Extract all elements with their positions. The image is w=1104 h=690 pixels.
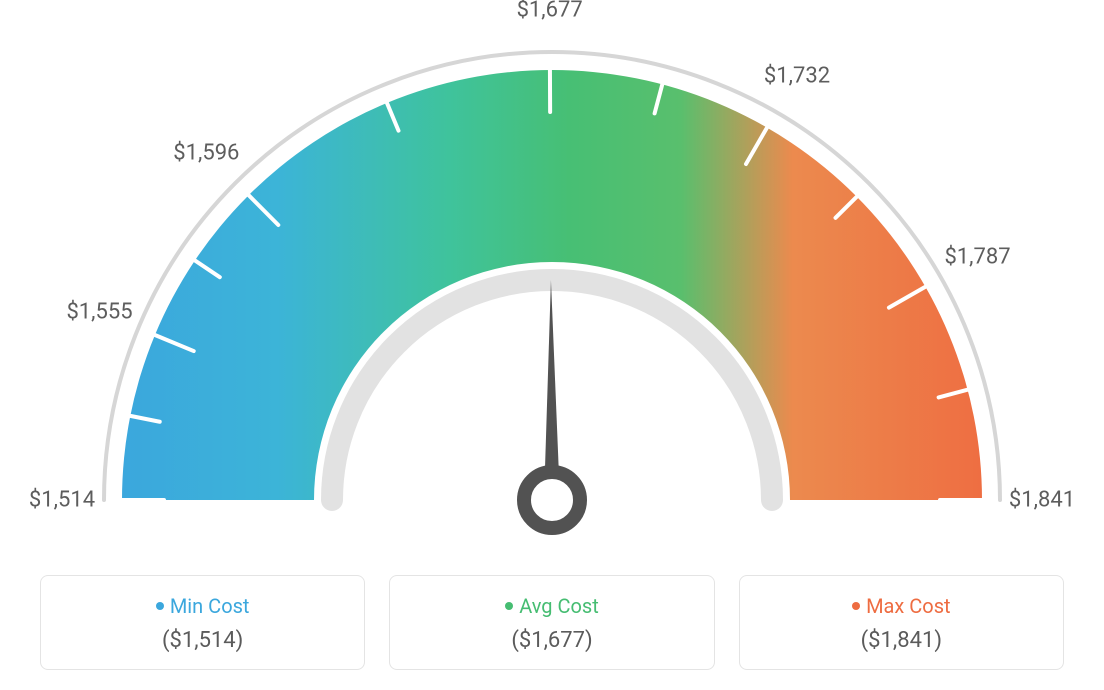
gauge-tick-label: $1,787: [944, 245, 1010, 270]
gauge-tick-label: $1,841: [1009, 488, 1075, 513]
legend-max: Max Cost ($1,841): [739, 575, 1064, 670]
dot-icon: [156, 602, 164, 610]
legend-avg: Avg Cost ($1,677): [389, 575, 714, 670]
gauge-tick-label: $1,596: [173, 140, 239, 165]
cost-gauge: $1,514 $1,555 $1,596 $1,677 $1,732 $1,787 $1,8…: [0, 0, 1104, 560]
legend-max-title: Max Cost: [750, 594, 1053, 618]
legend-min-label: Min Cost: [170, 594, 250, 618]
legend-avg-title: Avg Cost: [400, 594, 703, 618]
legend-max-label: Max Cost: [866, 594, 951, 618]
legend-min: Min Cost ($1,514): [40, 575, 365, 670]
gauge-tick-label: $1,677: [517, 0, 583, 23]
dot-icon: [852, 602, 860, 610]
legend-min-title: Min Cost: [51, 594, 354, 618]
legend-avg-label: Avg Cost: [519, 594, 599, 618]
dot-icon: [505, 602, 513, 610]
legend-avg-value: ($1,677): [400, 628, 703, 653]
gauge-tick-label: $1,555: [66, 299, 132, 324]
gauge-tick-label: $1,732: [764, 63, 830, 88]
gauge-tick-label: $1,514: [29, 488, 95, 513]
legend-max-value: ($1,841): [750, 628, 1053, 653]
legend-row: Min Cost ($1,514) Avg Cost ($1,677) Max …: [40, 575, 1064, 670]
legend-min-value: ($1,514): [51, 628, 354, 653]
